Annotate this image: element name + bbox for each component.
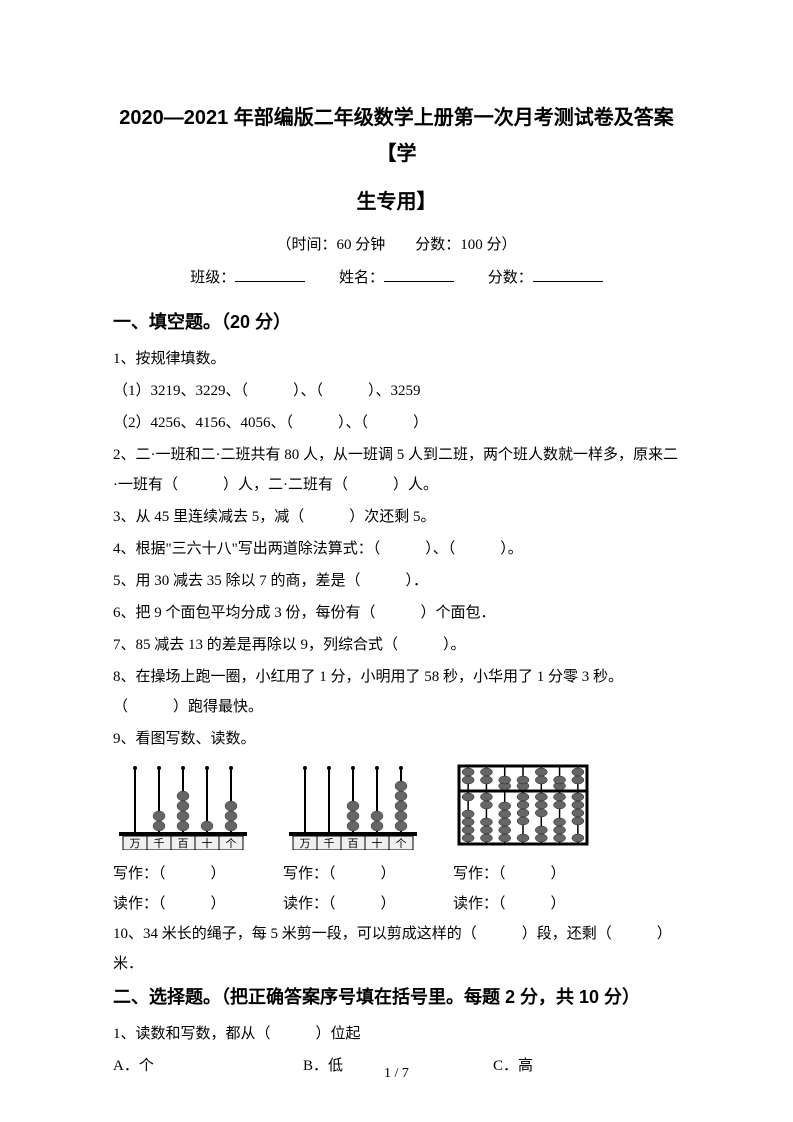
class-label: 班级： [190, 270, 235, 286]
abacus-answers: 写作：（ ） 写作：（ ） 写作：（ ） [113, 859, 680, 889]
svg-text:十: 十 [372, 836, 383, 850]
q1: 1、按规律填数。 [113, 344, 680, 374]
svg-text:个: 个 [226, 837, 237, 850]
svg-text:百: 百 [348, 838, 359, 850]
abacus-2: 万 千 百 十个 [283, 760, 423, 855]
q10: 10、34 米长的绳子，每 5 米剪一段，可以剪成这样的（ ）段，还剩（ ）米． [113, 919, 680, 979]
svg-text:十: 十 [202, 836, 213, 850]
q3: 3、从 45 里连续减去 5，减（ ）次还剩 5。 [113, 502, 680, 532]
abacus-3-write: 写作：（ ） [453, 859, 593, 889]
abacus-1-write: 写作：（ ） [113, 859, 253, 889]
abacus-3 [453, 760, 593, 855]
q5: 5、用 30 减去 35 除以 7 的商，差是（ ）． [113, 566, 680, 596]
svg-text:万: 万 [130, 838, 141, 850]
q2: 2、二·一班和二·二班共有 80 人，从一班调 5 人到二班，两个班人数就一样多… [113, 440, 680, 500]
q6: 6、把 9 个面包平均分成 3 份，每份有（ ）个面包． [113, 598, 680, 628]
score-label: 分数： [488, 270, 533, 286]
info-line: 班级： 姓名： 分数： [113, 265, 680, 292]
score-blank [533, 267, 603, 282]
name-label: 姓名： [339, 270, 384, 286]
page-number: 1 / 7 [0, 1066, 793, 1082]
s2-q1: 1、读数和写数，都从（ ）位起 [113, 1019, 680, 1049]
abacus-3-read: 读作：（ ） [453, 889, 593, 919]
title-line-1: 2020—2021 年部编版二年级数学上册第一次月考测试卷及答案【学 [113, 100, 680, 172]
abacus-1-read: 读作：（ ） [113, 889, 253, 919]
q8: 8、在操场上跑一圈，小红用了 1 分，小明用了 58 秒，小华用了 1 分零 3… [113, 662, 680, 722]
q1-2: （2）4256、4156、4056、（ ）、（ ） [113, 408, 680, 438]
q9: 9、看图写数、读数。 [113, 724, 680, 754]
q1-1: （1）3219、3229、（ ）、（ ）、3259 [113, 376, 680, 406]
svg-text:万: 万 [300, 838, 311, 850]
abacus-1: 万 千 百 十个 [113, 760, 253, 855]
section-2-header: 二、选择题。（把正确答案序号填在括号里。每题 2 分，共 10 分） [113, 983, 680, 1009]
abacus-2-write: 写作：（ ） [283, 859, 423, 889]
name-blank [384, 267, 454, 282]
q7: 7、85 减去 13 的差是再除以 9，列综合式（ ）。 [113, 630, 680, 660]
section-1-header: 一、填空题。（20 分） [113, 308, 680, 334]
svg-text:个: 个 [396, 837, 407, 850]
title-line-2: 生专用】 [113, 184, 680, 220]
svg-text:千: 千 [324, 837, 335, 850]
q4: 4、根据"三六十八"写出两道除法算式：（ ）、（ ）。 [113, 534, 680, 564]
svg-text:百: 百 [178, 838, 189, 850]
abacus-row: 万千百十个 万千百十个 [113, 760, 680, 855]
abacus-answers-read: 读作：（ ） 读作：（ ） 读作：（ ） [113, 889, 680, 919]
class-blank [235, 267, 305, 282]
svg-text:千: 千 [154, 837, 165, 850]
abacus-2-read: 读作：（ ） [283, 889, 423, 919]
exam-meta: （时间：60 分钟 分数：100 分） [113, 232, 680, 259]
